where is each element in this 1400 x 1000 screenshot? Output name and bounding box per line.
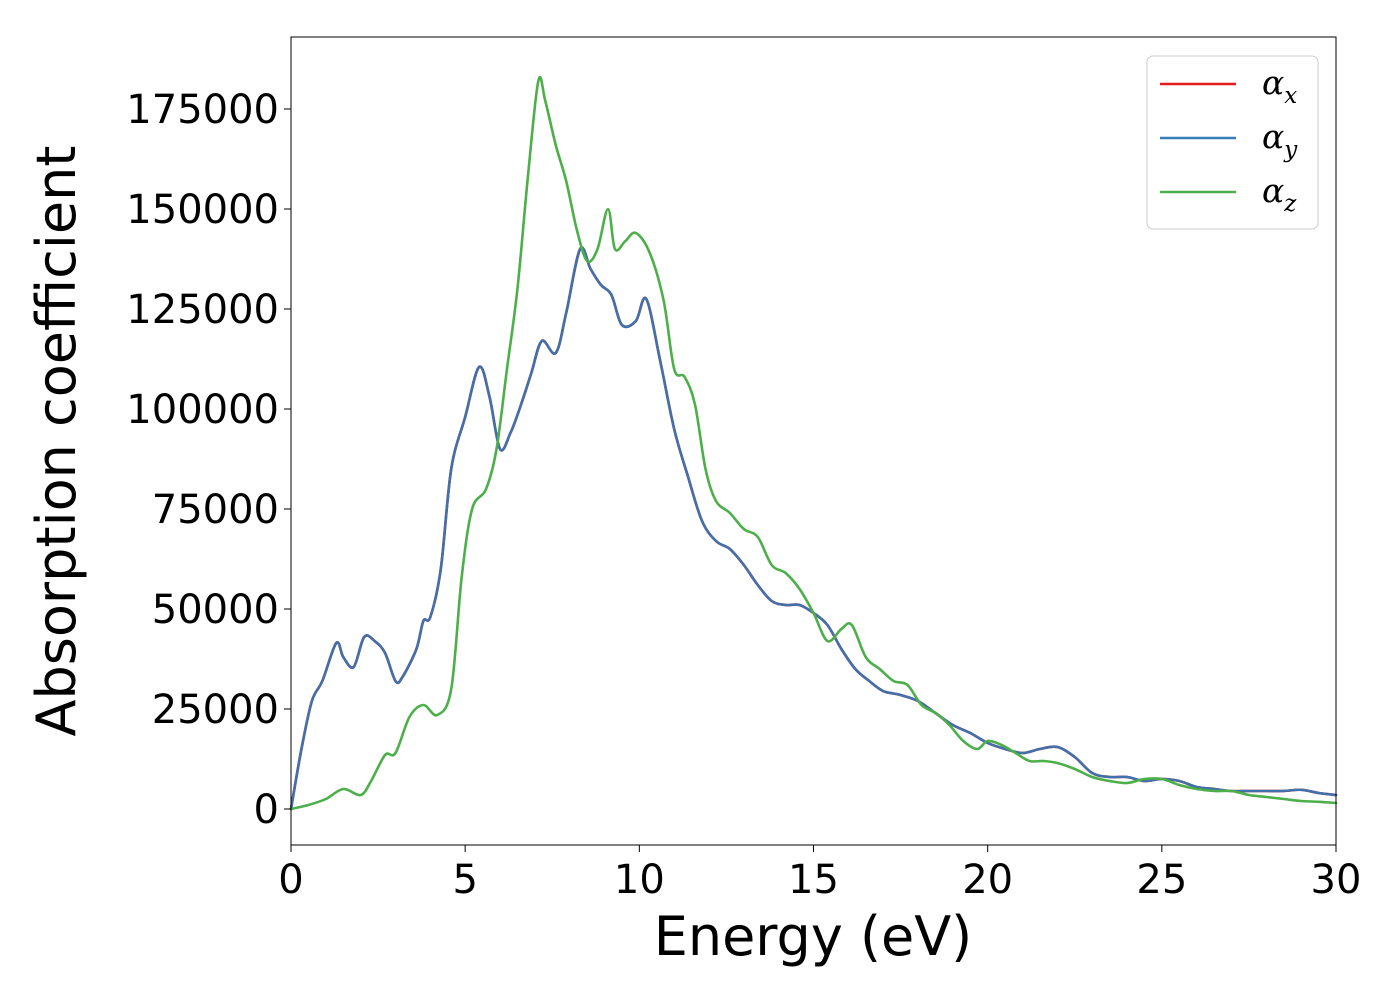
series-layer bbox=[289, 75, 1338, 811]
legend-label-3: αz bbox=[1262, 171, 1297, 217]
legend-symbol: α bbox=[1262, 63, 1284, 102]
x-axis-label: Energy (eV) bbox=[654, 905, 973, 968]
y-tick-label: 75000 bbox=[152, 487, 279, 533]
legend-label-1: αx bbox=[1262, 63, 1297, 109]
x-tick-label: 30 bbox=[1311, 857, 1362, 903]
legend-box bbox=[1146, 55, 1319, 230]
y-tick-label: 25000 bbox=[152, 687, 279, 733]
legend-subscript: z bbox=[1283, 191, 1297, 217]
x-tick-label: 25 bbox=[1136, 857, 1187, 903]
y-tick-label: 0 bbox=[254, 787, 279, 833]
x-tick-label: 0 bbox=[278, 857, 303, 903]
x-tick-label: 15 bbox=[788, 857, 839, 903]
x-tick-label: 20 bbox=[962, 857, 1013, 903]
y-tick-label: 175000 bbox=[126, 87, 279, 133]
y-axis: 0 25000 50000 75000 100000 125000 150000 175000 bbox=[126, 87, 291, 833]
x-axis: 0 5 10 15 20 25 30 bbox=[278, 845, 1361, 903]
y-axis-label: Absorption coefficient bbox=[25, 146, 88, 737]
series-line-3 bbox=[289, 75, 1338, 811]
y-tick-label: 50000 bbox=[152, 587, 279, 633]
series-line-2 bbox=[289, 246, 1338, 811]
x-tick-label: 5 bbox=[452, 857, 477, 903]
legend-subscript: x bbox=[1284, 83, 1297, 109]
y-tick-label: 150000 bbox=[126, 187, 279, 233]
y-tick-label: 100000 bbox=[126, 387, 279, 433]
legend-subscript: y bbox=[1283, 137, 1298, 163]
x-tick-label: 10 bbox=[614, 857, 665, 903]
legend-label-2: αy bbox=[1262, 117, 1298, 163]
y-tick-label: 125000 bbox=[126, 287, 279, 333]
legend-symbol: α bbox=[1262, 171, 1284, 210]
legend-symbol: α bbox=[1262, 117, 1284, 156]
